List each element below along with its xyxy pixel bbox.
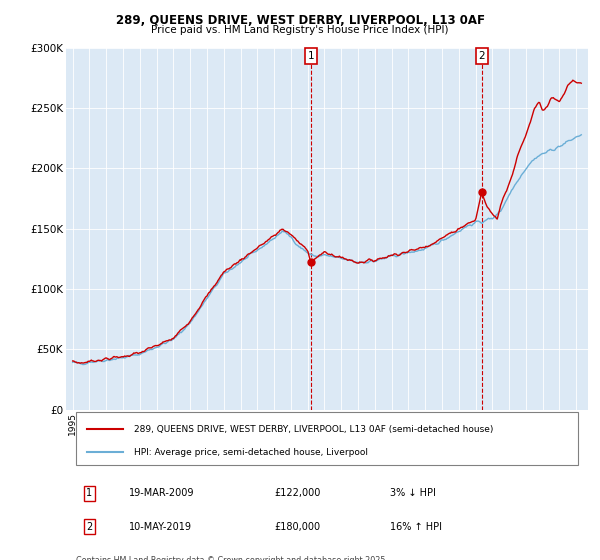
Text: 2: 2: [86, 521, 92, 531]
Text: 10-MAY-2019: 10-MAY-2019: [128, 521, 191, 531]
Text: 289, QUEENS DRIVE, WEST DERBY, LIVERPOOL, L13 0AF (semi-detached house): 289, QUEENS DRIVE, WEST DERBY, LIVERPOOL…: [134, 425, 493, 434]
Text: 3% ↓ HPI: 3% ↓ HPI: [389, 488, 436, 498]
Text: 1: 1: [86, 488, 92, 498]
Text: 16% ↑ HPI: 16% ↑ HPI: [389, 521, 442, 531]
Text: Price paid vs. HM Land Registry's House Price Index (HPI): Price paid vs. HM Land Registry's House …: [151, 25, 449, 35]
Text: £180,000: £180,000: [275, 521, 321, 531]
Text: 289, QUEENS DRIVE, WEST DERBY, LIVERPOOL, L13 0AF: 289, QUEENS DRIVE, WEST DERBY, LIVERPOOL…: [115, 14, 485, 27]
Text: 19-MAR-2009: 19-MAR-2009: [128, 488, 194, 498]
Text: Contains HM Land Registry data © Crown copyright and database right 2025.
This d: Contains HM Land Registry data © Crown c…: [76, 556, 388, 560]
Text: HPI: Average price, semi-detached house, Liverpool: HPI: Average price, semi-detached house,…: [134, 447, 368, 456]
FancyBboxPatch shape: [76, 412, 578, 465]
Text: 1: 1: [308, 51, 314, 61]
Text: 2: 2: [478, 51, 485, 61]
Text: £122,000: £122,000: [275, 488, 321, 498]
